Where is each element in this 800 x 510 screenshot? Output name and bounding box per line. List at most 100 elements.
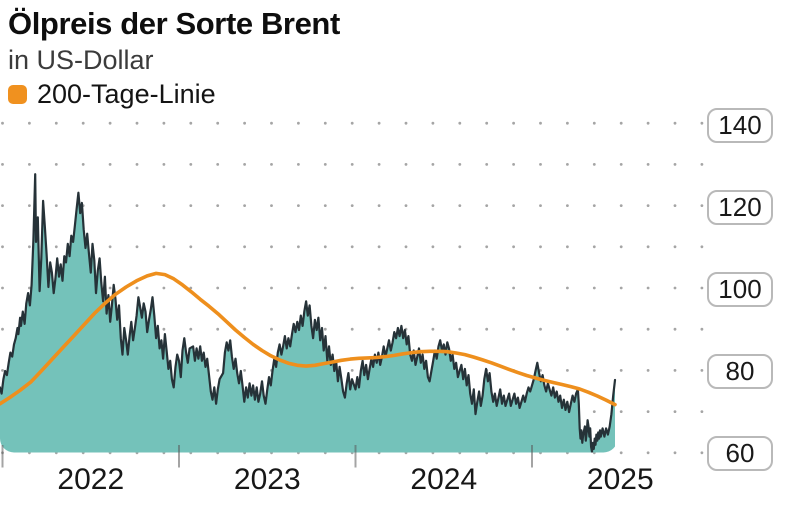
grid-dot: [1, 121, 4, 125]
grid-dot: [270, 121, 273, 125]
grid-dot: [485, 245, 489, 249]
x-axis-label-2024: 2024: [410, 463, 478, 496]
ma-200-line: [0, 271, 617, 407]
grid-dot: [243, 369, 247, 372]
brent-outline: [0, 173, 617, 453]
legend-label: 200-Tage-Linie: [37, 79, 216, 109]
grid-dot: [297, 245, 300, 249]
grid-dot: [619, 286, 623, 290]
y-axis-label-140: 140: [707, 107, 773, 143]
grid-dot: [28, 204, 31, 208]
grid-dot: [646, 451, 650, 455]
grid-dot: [323, 204, 327, 208]
grid-dot: [243, 163, 247, 166]
grid-dot: [700, 286, 704, 290]
grid-dot: [512, 121, 515, 125]
x-axis-label-2025: 2025: [586, 463, 654, 496]
grid-dot: [323, 121, 327, 125]
grid-dot: [673, 410, 677, 413]
grid-dot: [592, 204, 596, 208]
grid-dot: [673, 163, 677, 166]
grid-dot: [108, 286, 112, 290]
y-axis-label-120: 120: [707, 189, 773, 225]
grid-dot: [54, 121, 58, 125]
grid-dot: [297, 121, 300, 125]
grid-dot: [458, 163, 462, 166]
grid-dot: [646, 163, 650, 166]
grid-dot: [216, 121, 220, 125]
grid-dot: [162, 245, 166, 249]
grid-dot: [566, 327, 569, 331]
grid-dot: [28, 245, 31, 249]
grid-dot: [297, 286, 300, 290]
grid-dot: [108, 121, 112, 125]
grid-dot: [592, 410, 596, 413]
grid-dot: [297, 163, 300, 166]
grid-dot: [700, 121, 704, 125]
grid-dot: [243, 245, 247, 249]
grid-dot: [108, 245, 112, 249]
grid-dot: [566, 286, 569, 290]
grid-dot: [350, 286, 354, 290]
grid-dot: [243, 204, 247, 208]
grid-dot: [458, 327, 462, 331]
grid-dot: [377, 286, 381, 290]
grid-dot: [566, 163, 569, 166]
grid-dot: [1, 204, 4, 208]
grid-dot: [539, 121, 542, 125]
grid-dot: [512, 286, 515, 290]
grid-dot: [646, 286, 650, 290]
grid-dot: [673, 327, 677, 331]
grid-dot: [216, 245, 220, 249]
grid-dot: [189, 327, 193, 331]
grid-dot: [162, 121, 166, 125]
grid-dot: [162, 163, 166, 166]
grid-dot: [1, 245, 4, 249]
grid-dot: [566, 369, 569, 372]
grid-dot: [673, 121, 677, 125]
grid-dot: [673, 369, 677, 372]
grid-dot: [485, 204, 489, 208]
grid-dot: [108, 163, 112, 166]
chart-header: Ölpreis der Sorte Brent in US-Dollar 200…: [8, 4, 340, 109]
grid-dot: [512, 245, 515, 249]
grid-dot: [243, 327, 247, 331]
grid-dot: [270, 327, 273, 331]
grid-dot: [189, 204, 193, 208]
grid-dot: [189, 163, 193, 166]
grid-dot: [270, 245, 273, 249]
grid-dot: [135, 163, 139, 166]
grid-dot: [162, 286, 166, 290]
grid-dot: [512, 163, 515, 166]
grid-dot: [592, 121, 596, 125]
grid-dot: [431, 245, 435, 249]
grid-dot: [592, 245, 596, 249]
x-axis-label-2023: 2023: [233, 463, 301, 496]
grid-dot: [592, 327, 596, 331]
grid-dot: [404, 121, 408, 125]
grid-dot: [458, 121, 462, 125]
grid-dot: [297, 204, 300, 208]
grid-dot: [431, 286, 435, 290]
grid-dot: [162, 204, 166, 208]
grid-dot: [323, 327, 327, 331]
grid-dot: [1, 369, 4, 372]
grid-dot: [485, 163, 489, 166]
grid-dot: [485, 327, 489, 331]
x-axis-label-2022: 2022: [57, 463, 125, 496]
grid-dot: [216, 327, 220, 331]
legend: 200-Tage-Linie: [8, 79, 340, 109]
grid-dot: [539, 163, 542, 166]
grid-dot: [243, 121, 247, 125]
grid-dot: [54, 204, 58, 208]
grid-dot: [700, 327, 704, 331]
grid-dot: [619, 245, 623, 249]
grid-dot: [592, 163, 596, 166]
grid-dot: [350, 245, 354, 249]
grid-dot: [323, 245, 327, 249]
grid-dot: [431, 121, 435, 125]
grid-dot: [162, 327, 166, 331]
grid-dot: [404, 245, 408, 249]
grid-dot: [350, 369, 354, 372]
chart-subtitle: in US-Dollar: [8, 45, 154, 75]
